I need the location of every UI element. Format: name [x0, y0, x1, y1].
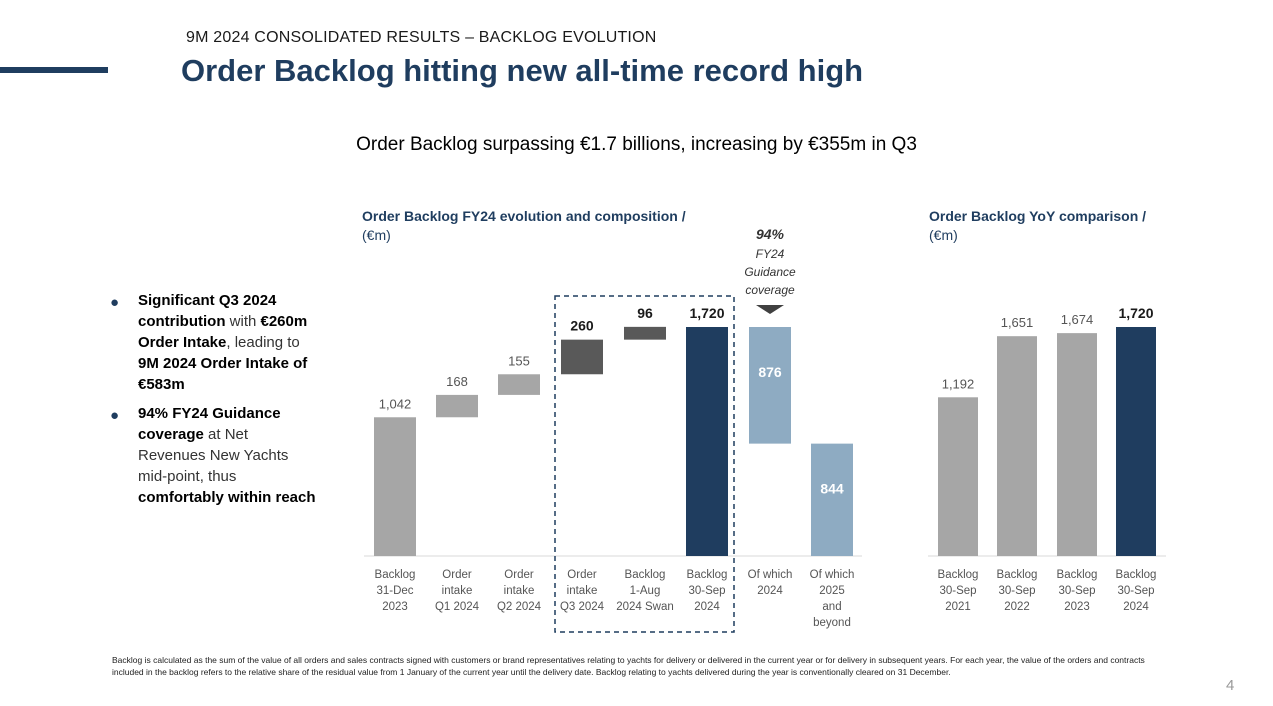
waterfall-tick-label: Of which	[810, 569, 855, 581]
yoy-tick-label: Backlog	[938, 569, 979, 581]
waterfall-tick-label: Backlog	[375, 569, 416, 581]
waterfall-tick-label: beyond	[813, 617, 851, 629]
yoy-tick-label: 30-Sep	[939, 585, 976, 597]
waterfall-tick-label: 2024	[757, 585, 783, 597]
waterfall-bar	[811, 443, 853, 556]
waterfall-value-label: 876	[758, 364, 782, 380]
yoy-tick-label: 30-Sep	[1117, 585, 1154, 597]
waterfall-tick-label: Of which	[748, 569, 793, 581]
waterfall-value-label: 96	[637, 305, 653, 321]
yoy-bar	[1057, 333, 1097, 556]
waterfall-bar	[436, 394, 478, 418]
waterfall-chart-heading: Order Backlog FY24 evolution and composi…	[362, 207, 686, 245]
bullet-text: at Net Revenues New Yachts mid-point, th…	[138, 426, 289, 485]
section-label: 9M 2024 CONSOLIDATED RESULTS – BACKLOG E…	[186, 29, 657, 46]
waterfall-tick-label: 2024 Swan	[616, 601, 674, 613]
bullet-text: 94% FY24 Guidance coverage	[138, 405, 281, 443]
yoy-value-label: 1,674	[1061, 312, 1094, 327]
bullet-list: ● Significant Q3 2024 contribution with €…	[108, 290, 318, 516]
bullet-text: with	[225, 313, 261, 330]
yoy-value-label: 1,720	[1118, 305, 1153, 321]
waterfall-tick-label: Backlog	[687, 569, 728, 581]
yoy-tick-label: 30-Sep	[998, 585, 1035, 597]
waterfall-bar	[686, 327, 728, 556]
waterfall-tick-label: Order	[442, 569, 472, 581]
accent-bar	[0, 67, 108, 73]
waterfall-tick-label: Q1 2024	[435, 601, 480, 613]
bullet-item: ● Significant Q3 2024 contribution with €…	[108, 290, 318, 395]
q3-highlight-box	[554, 295, 735, 633]
waterfall-tick-label: Q3 2024	[560, 601, 605, 613]
waterfall-tick-label: Backlog	[625, 569, 666, 581]
page-title: Order Backlog hitting new all-time recor…	[181, 53, 864, 88]
waterfall-value-label: 1,720	[689, 305, 724, 321]
waterfall-bar	[561, 339, 603, 375]
yoy-chart-heading: Order Backlog YoY comparison / (€m)	[929, 207, 1146, 245]
yoy-tick-label: Backlog	[997, 569, 1038, 581]
guidance-callout-value: 94%	[756, 226, 785, 242]
bullet-text: 9M 2024 Order Intake of €583m	[138, 355, 308, 393]
yoy-bar	[1116, 327, 1156, 556]
waterfall-bar	[624, 326, 666, 340]
waterfall-tick-label: intake	[567, 585, 598, 597]
waterfall-tick-label: 2024	[694, 601, 720, 613]
footnote: Backlog is calculated as the sum of the …	[112, 655, 1145, 677]
yoy-chart-unit: (€m)	[929, 227, 958, 243]
waterfall-tick-label: 31-Dec	[376, 585, 413, 597]
yoy-tick-label: Backlog	[1116, 569, 1157, 581]
yoy-bar	[997, 336, 1037, 556]
yoy-chart-title: Order Backlog YoY comparison /	[929, 208, 1147, 224]
waterfall-value-label: 1,042	[379, 396, 412, 411]
waterfall-value-label: 168	[446, 374, 468, 389]
waterfall-bar	[498, 374, 540, 395]
yoy-tick-label: 2023	[1064, 601, 1090, 613]
waterfall-bar	[749, 327, 791, 444]
bullet-item: ● 94% FY24 Guidance coverage at Net Reven…	[108, 403, 318, 508]
subtitle: Order Backlog surpassing €1.7 billions, …	[356, 134, 917, 155]
bullet-text: Significant Q3 2024 contribution	[138, 292, 277, 330]
waterfall-tick-label: 2025	[819, 585, 845, 597]
waterfall-value-label: 260	[570, 318, 594, 334]
waterfall-tick-label: 1-Aug	[630, 585, 661, 597]
waterfall-tick-label: 2023	[382, 601, 408, 613]
guidance-callout-text: FY24	[756, 247, 785, 261]
waterfall-bar	[374, 417, 416, 556]
waterfall-tick-label: intake	[442, 585, 473, 597]
guidance-callout-text: coverage	[745, 283, 795, 297]
callout-arrow-icon	[756, 305, 784, 314]
yoy-bar	[938, 397, 978, 556]
yoy-tick-label: 2021	[945, 601, 971, 613]
page-number: 4	[1226, 677, 1235, 694]
waterfall-tick-label: and	[822, 601, 841, 613]
waterfall-tick-label: Order	[567, 569, 597, 581]
waterfall-tick-label: Order	[504, 569, 534, 581]
yoy-value-label: 1,192	[942, 376, 975, 391]
bullet-dot-icon: ●	[110, 294, 120, 311]
bullet-text: , leading to	[226, 334, 300, 351]
guidance-callout-text: Guidance	[744, 265, 796, 279]
waterfall-chart-title: Order Backlog FY24 evolution and composi…	[362, 208, 686, 224]
bullet-dot-icon: ●	[110, 407, 120, 424]
waterfall-tick-label: Q2 2024	[497, 601, 542, 613]
waterfall-tick-label: intake	[504, 585, 535, 597]
yoy-tick-label: Backlog	[1057, 569, 1098, 581]
yoy-value-label: 1,651	[1001, 315, 1034, 330]
waterfall-tick-label: 30-Sep	[688, 585, 725, 597]
bullet-text: €260m Order Intake	[138, 313, 308, 351]
yoy-tick-label: 30-Sep	[1058, 585, 1095, 597]
waterfall-value-label: 844	[820, 481, 844, 497]
waterfall-chart-unit: (€m)	[362, 227, 391, 243]
yoy-tick-label: 2024	[1123, 601, 1149, 613]
yoy-tick-label: 2022	[1004, 601, 1030, 613]
waterfall-value-label: 155	[508, 353, 530, 368]
bullet-text: comfortably within reach	[138, 489, 316, 506]
